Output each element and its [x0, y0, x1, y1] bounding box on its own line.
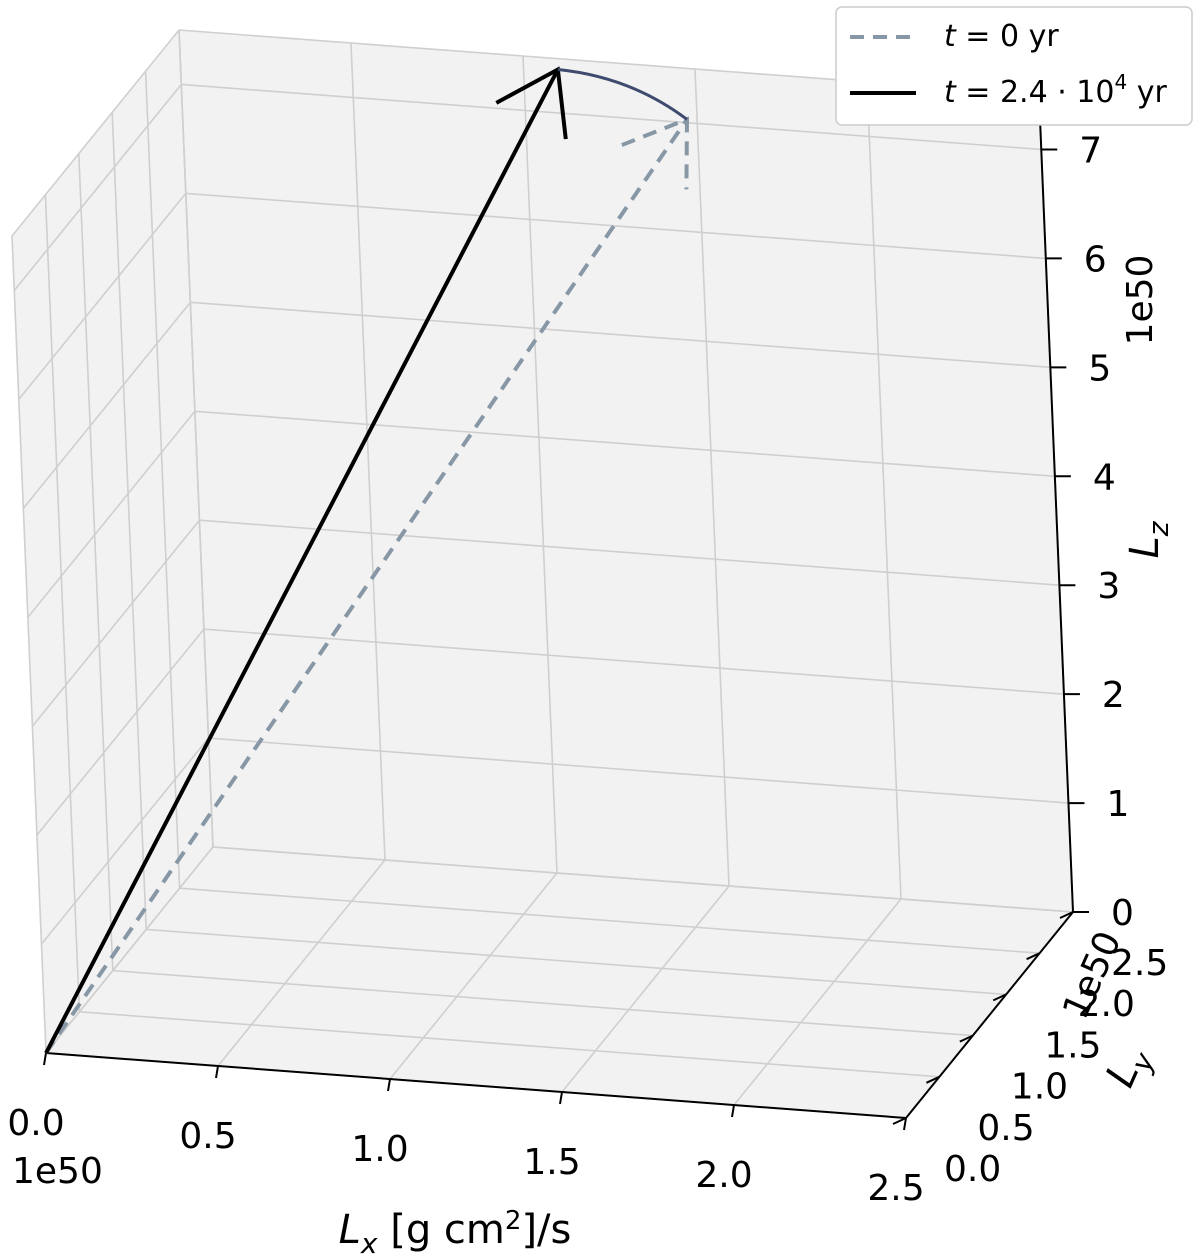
grid-left-y — [11, 235, 47, 1054]
grid-back-z — [194, 410, 1055, 478]
y-axis-label: Ly — [1097, 1039, 1161, 1096]
grid-back-z — [203, 628, 1064, 695]
legend-label-t24: t = 2.4 · 104 yr — [944, 70, 1167, 110]
z-axis-label: Lz — [1122, 520, 1175, 558]
grid-floor-y — [146, 928, 1007, 996]
z-tick-label: 6 — [1084, 239, 1107, 280]
grid-floor-x — [561, 885, 730, 1093]
y-axis-line — [905, 911, 1074, 1119]
grid-floor-y — [79, 1011, 940, 1078]
tick-labels: 0.0 0.5 1.0 1.5 2.0 2.5 0.00.51.01.52.02.50123… — [7, 130, 1168, 1209]
z-tick-label: 0 — [1111, 893, 1134, 934]
x-tick-label: 2.0 — [695, 1155, 752, 1196]
grid-back-z — [212, 846, 1074, 913]
trajectory-curve — [557, 68, 688, 121]
tick-marks — [43, 148, 1089, 1131]
y-tick-label: 1.5 — [1044, 1025, 1101, 1066]
grid-left-z — [18, 192, 187, 400]
vector-shaft-0 — [44, 118, 689, 1055]
z-tick-label: 2 — [1102, 675, 1125, 716]
grid-back-z — [185, 192, 1046, 260]
grid-back-x — [522, 55, 558, 874]
z-tick-label: 3 — [1097, 566, 1120, 607]
data-layer — [44, 66, 689, 1055]
grid-back-x — [694, 68, 730, 887]
z-tick-label: 4 — [1093, 457, 1116, 498]
legend: t = 0 yr t = 2.4 · 104 yr — [835, 6, 1193, 126]
legend-label-t0: t = 0 yr — [944, 19, 1059, 54]
y-tick — [992, 993, 1007, 1002]
grid-back-z — [190, 301, 1051, 369]
z-axis-line — [1038, 94, 1074, 913]
x-tick — [559, 1091, 563, 1105]
grid-left-z — [13, 83, 182, 291]
y-tick — [1059, 911, 1074, 919]
x-tick-label: 0.5 — [179, 1116, 236, 1157]
x-tick-label: 1.0 — [351, 1129, 408, 1170]
grid-left-y — [144, 71, 181, 889]
x-tick — [731, 1104, 735, 1118]
grid-floor-y — [179, 887, 1040, 954]
grid-left-z — [27, 410, 196, 618]
grid-left-z — [45, 846, 214, 1054]
left-pane — [12, 30, 213, 1053]
x-tick-label: 2.5 — [867, 1168, 924, 1209]
y-tick-label: 0.5 — [977, 1108, 1034, 1149]
grid-back-x — [350, 42, 386, 861]
y-tick-label: 2.0 — [1078, 984, 1135, 1025]
grid-left-z — [40, 737, 210, 945]
y-tick-label: 0.0 — [944, 1149, 1001, 1190]
x-axis-label: Lx [g cm2]/s — [339, 1206, 572, 1260]
x-tick — [215, 1065, 219, 1079]
x-axis-offset: 1e50 — [12, 1151, 103, 1192]
x-axis-line — [45, 1052, 907, 1119]
grid-floor-x — [733, 898, 902, 1106]
vector-shaft-1 — [44, 68, 560, 1054]
grid-left-y — [111, 112, 147, 930]
grid-left-z — [31, 519, 201, 727]
grid-floor-x — [217, 859, 386, 1067]
back-pane — [179, 30, 1073, 912]
grid-back-z — [181, 83, 1042, 151]
y-tick — [959, 1034, 974, 1043]
z-tick-label: 7 — [1079, 130, 1102, 171]
grid-left-top — [11, 29, 180, 237]
x-tick-label: 1.5 — [523, 1142, 580, 1183]
x-tick-label: 0.0 — [7, 1103, 64, 1144]
axis-lines — [45, 94, 1074, 1119]
y-tick — [1026, 952, 1041, 961]
grid-floor-x — [389, 872, 558, 1080]
grid-left-y — [78, 153, 114, 971]
y-tick-label: 1.0 — [1011, 1067, 1068, 1108]
grid-left-z — [22, 301, 191, 509]
grid-back-z — [199, 519, 1060, 586]
grid-back-x — [866, 81, 902, 900]
legend-frame — [835, 6, 1193, 126]
z-axis-offset: 1e50 — [1120, 255, 1161, 346]
z-tick-label: 1 — [1106, 784, 1129, 825]
axis-panes — [12, 30, 1073, 1118]
grid-left-z — [36, 628, 205, 836]
grid-back-z — [208, 737, 1069, 804]
grid-left-y — [44, 194, 81, 1012]
z-tick-label: 5 — [1088, 348, 1111, 389]
x-tick — [903, 1117, 907, 1131]
y-tick — [925, 1075, 940, 1084]
grid-left-y — [178, 29, 214, 848]
x-tick — [387, 1078, 391, 1092]
y-tick — [892, 1117, 907, 1125]
x-tick — [43, 1052, 47, 1066]
grid-floor-y — [112, 969, 973, 1037]
floor-pane — [46, 847, 1073, 1118]
y-tick-label: 2.5 — [1111, 943, 1168, 984]
